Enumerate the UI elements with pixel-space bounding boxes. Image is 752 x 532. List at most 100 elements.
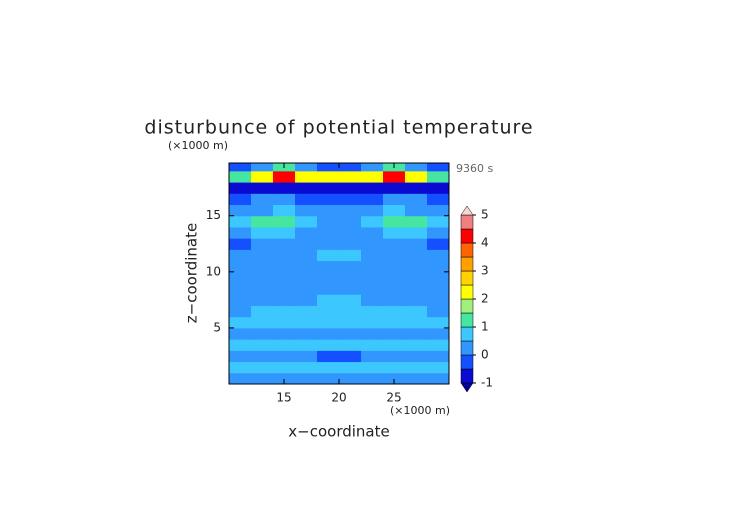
contour-cell (229, 294, 252, 306)
contour-cell (427, 339, 449, 351)
contour-cell (295, 182, 318, 194)
contour-cell (405, 182, 428, 194)
contour-cell (273, 260, 296, 273)
contour-cell (427, 361, 449, 374)
contour-cell (361, 215, 384, 228)
colorbar-tick-label: 1 (481, 320, 489, 334)
contour-cell (295, 249, 318, 262)
y-tick-label: 5 (213, 320, 221, 334)
contour-cell (273, 182, 296, 194)
contour-cell (273, 294, 296, 306)
contour-cell (405, 226, 428, 239)
contour-field (229, 163, 449, 384)
contour-cell (361, 361, 384, 374)
contour-cell (427, 372, 449, 384)
contour-cell (229, 226, 252, 239)
contour-cell (405, 316, 428, 329)
contour-cell (361, 372, 384, 384)
contour-cell (383, 204, 406, 217)
contour-cell (339, 260, 362, 273)
contour-cell (295, 339, 318, 351)
contour-cell (251, 226, 274, 239)
contour-cell (251, 193, 274, 206)
contour-cell (383, 238, 406, 250)
contour-cell (383, 350, 406, 363)
contour-cell (361, 305, 384, 318)
contour-cell (405, 372, 428, 384)
x-axis-label: x−coordinate (288, 423, 389, 441)
contour-cell (427, 204, 449, 217)
contour-cell (361, 350, 384, 363)
contour-cell (229, 271, 252, 284)
contour-cell (383, 193, 406, 206)
colorbar-tick-label: 5 (481, 208, 489, 222)
contour-cell (427, 350, 449, 363)
contour-cell (251, 372, 274, 384)
contour-cell (361, 271, 384, 284)
contour-cell (427, 316, 449, 329)
colorbar-bin (460, 284, 474, 300)
contour-cell (229, 215, 252, 228)
contour-cell (339, 361, 362, 374)
contour-cell (229, 327, 252, 340)
contour-cell (251, 327, 274, 340)
contour-cell (317, 215, 340, 228)
contour-cell (317, 327, 340, 340)
colorbar-tick-label: 2 (481, 292, 489, 306)
contour-cell (339, 193, 362, 206)
contour-cell (383, 305, 406, 318)
colorbar-bin (460, 312, 474, 328)
colorbar-bin (460, 242, 474, 258)
contour-cell (317, 249, 340, 262)
contour-cell (427, 294, 449, 306)
contour-cell (273, 305, 296, 318)
contour-cell (273, 327, 296, 340)
contour-cell (273, 170, 296, 183)
contour-cell (251, 283, 274, 295)
contour-cell (251, 350, 274, 363)
contour-cell (229, 193, 252, 206)
colorbar-under (460, 382, 474, 393)
contour-cell (229, 372, 252, 384)
contour-cell (339, 294, 362, 306)
contour-cell (383, 283, 406, 295)
x-tick-label: 25 (386, 391, 401, 405)
contour-cell (251, 182, 274, 194)
contour-cell (251, 249, 274, 262)
contour-cell (295, 361, 318, 374)
contour-cell (339, 163, 362, 172)
y-tick-label: 10 (206, 264, 221, 278)
contour-cell (339, 249, 362, 262)
contour-cell (427, 193, 449, 206)
contour-cell (317, 204, 340, 217)
contour-cell (273, 361, 296, 374)
contour-cell (229, 163, 252, 172)
contour-cell (273, 226, 296, 239)
contour-cell (317, 305, 340, 318)
contour-cell (295, 372, 318, 384)
contour-cell (405, 283, 428, 295)
contour-cell (383, 182, 406, 194)
contour-cell (273, 249, 296, 262)
contour-cell (273, 204, 296, 217)
contour-cell (361, 226, 384, 239)
contour-cell (405, 271, 428, 284)
contour-cell (427, 215, 449, 228)
colorbar-bin (460, 326, 474, 342)
contour-cell (229, 249, 252, 262)
contour-cell (339, 305, 362, 318)
contour-cell (317, 182, 340, 194)
contour-cell (427, 238, 449, 250)
contour-cell (295, 215, 318, 228)
contour-cell (383, 372, 406, 384)
contour-cell (295, 170, 318, 183)
contour-cell (317, 316, 340, 329)
contour-cell (317, 238, 340, 250)
x-unit: (×1000 m) (390, 404, 450, 417)
contour-cell (427, 327, 449, 340)
contour-cell (317, 271, 340, 284)
contour-cell (405, 193, 428, 206)
contour-cell (427, 305, 449, 318)
contour-cell (383, 327, 406, 340)
